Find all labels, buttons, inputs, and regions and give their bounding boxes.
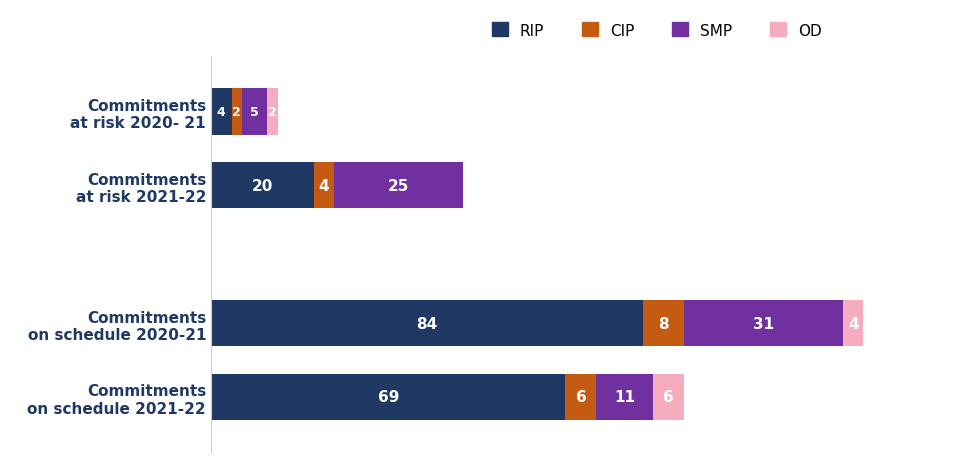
- Text: 8: 8: [658, 316, 668, 331]
- Text: 4: 4: [217, 106, 225, 119]
- Text: 2: 2: [269, 106, 277, 119]
- Bar: [335, 163, 462, 208]
- Bar: [242, 89, 268, 135]
- Bar: [231, 89, 242, 135]
- Text: 4: 4: [318, 178, 329, 193]
- Bar: [653, 374, 684, 420]
- Text: 2: 2: [232, 106, 241, 119]
- Bar: [643, 301, 684, 347]
- Text: 20: 20: [251, 178, 273, 193]
- Bar: [211, 374, 566, 420]
- Bar: [684, 301, 843, 347]
- Text: 11: 11: [614, 389, 635, 405]
- Text: 4: 4: [848, 316, 858, 331]
- Bar: [843, 301, 863, 347]
- Text: 25: 25: [387, 178, 409, 193]
- Bar: [596, 374, 653, 420]
- Text: 5: 5: [250, 106, 259, 119]
- Bar: [314, 163, 335, 208]
- Text: 69: 69: [378, 389, 399, 405]
- Text: 31: 31: [753, 316, 774, 331]
- Text: 6: 6: [575, 389, 586, 405]
- Text: 6: 6: [663, 389, 673, 405]
- Text: 84: 84: [416, 316, 437, 331]
- Bar: [268, 89, 278, 135]
- Bar: [211, 89, 231, 135]
- Bar: [211, 301, 643, 347]
- Legend: RIP, CIP, SMP, OD: RIP, CIP, SMP, OD: [486, 17, 828, 45]
- Bar: [566, 374, 596, 420]
- Bar: [211, 163, 314, 208]
